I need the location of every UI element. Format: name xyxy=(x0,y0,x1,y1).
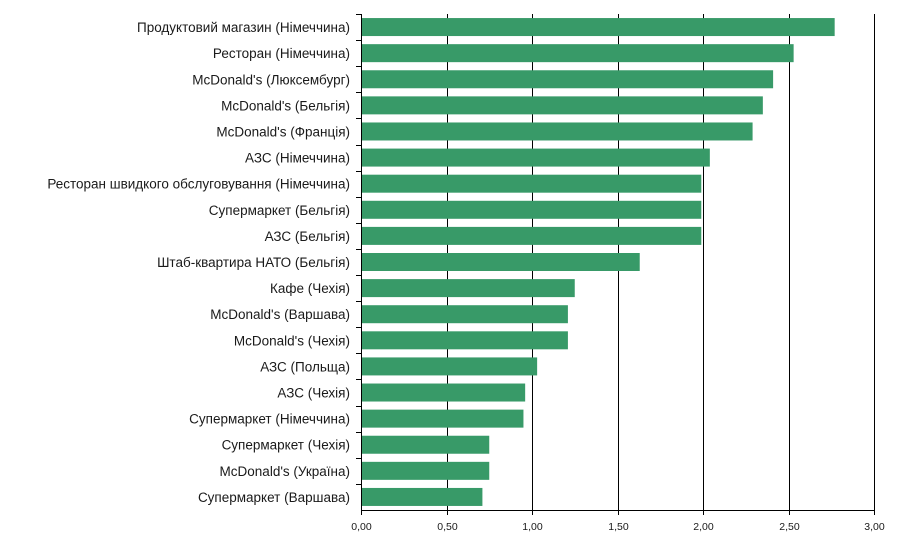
category-label: АЗС (Чехія) xyxy=(277,386,350,401)
bar xyxy=(362,226,702,245)
category-label: Продуктовий магазин (Німеччина) xyxy=(137,20,350,35)
bar xyxy=(362,409,524,428)
bar xyxy=(362,70,774,89)
bar xyxy=(362,357,538,376)
bar xyxy=(362,44,794,63)
bar xyxy=(362,305,568,324)
category-label: McDonald's (Україна) xyxy=(220,464,350,479)
bar xyxy=(362,331,568,350)
bar xyxy=(362,18,835,37)
category-labels: Продуктовий магазин (Німеччина) Ресторан … xyxy=(47,20,350,505)
x-tick-labels: 0,00 0,50 1,00 1,50 2,00 2,50 3,00 xyxy=(351,521,885,533)
bar xyxy=(362,148,710,167)
x-tick-label: 2,50 xyxy=(779,521,800,533)
category-label: McDonald's (Бельгія) xyxy=(221,98,350,113)
bar xyxy=(362,96,763,115)
bar xyxy=(362,253,640,271)
category-label: Ресторан швидкого обслуговування (Німечч… xyxy=(47,177,350,192)
bar xyxy=(362,435,490,454)
category-label: Супермаркет (Німеччина) xyxy=(189,412,350,427)
bar xyxy=(362,487,483,506)
bar xyxy=(362,279,575,298)
x-tick-label: 0,50 xyxy=(437,521,458,533)
x-tick-label: 1,50 xyxy=(608,521,629,533)
category-label: АЗС (Бельгія) xyxy=(265,229,350,244)
category-label: Кафе (Чехія) xyxy=(270,281,350,296)
x-tick-label: 3,00 xyxy=(864,521,885,533)
category-label: McDonald's (Люксембург) xyxy=(192,72,350,87)
axes xyxy=(356,14,875,515)
x-tick-label: 0,00 xyxy=(351,521,372,533)
category-label: АЗС (Німеччина) xyxy=(245,151,350,166)
category-label: Супермаркет (Бельгія) xyxy=(209,203,350,218)
category-label: Ресторан (Німеччина) xyxy=(213,46,350,61)
bar xyxy=(362,122,753,141)
bar xyxy=(362,461,490,480)
bar xyxy=(362,200,702,219)
category-label: McDonald's (Чехія) xyxy=(234,333,350,348)
category-label: Супермаркет (Чехія) xyxy=(222,438,350,453)
x-tick-label: 2,00 xyxy=(693,521,714,533)
category-label: McDonald's (Франція) xyxy=(216,124,350,139)
category-label: АЗС (Польща) xyxy=(260,359,350,374)
x-tick-label: 1,00 xyxy=(522,521,543,533)
category-label: McDonald's (Варшава) xyxy=(210,307,350,322)
category-label: Штаб-квартира НАТО (Бельгія) xyxy=(157,255,350,270)
category-label: Супермаркет (Варшава) xyxy=(198,490,350,505)
bar-series xyxy=(362,18,835,506)
bar xyxy=(362,174,702,193)
bar xyxy=(362,383,526,402)
